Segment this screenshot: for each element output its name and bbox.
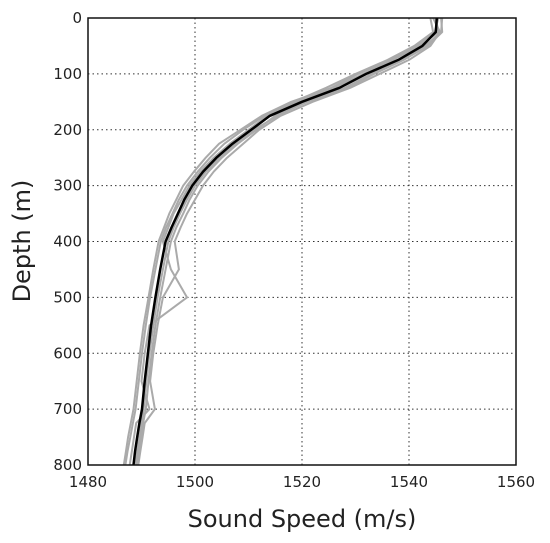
profile-line-4 bbox=[137, 17, 441, 466]
profile-line-5 bbox=[122, 17, 440, 466]
y-tick-label: 300 bbox=[53, 177, 82, 195]
x-tick-label: 1520 bbox=[283, 473, 321, 491]
profile-line-1 bbox=[124, 17, 435, 466]
profile-line-3 bbox=[128, 17, 440, 466]
y-tick-label: 600 bbox=[53, 344, 82, 362]
y-tick-label: 700 bbox=[53, 400, 82, 418]
profile-lines bbox=[122, 17, 444, 466]
y-axis-label: Depth (m) bbox=[8, 180, 36, 303]
y-tick-label: 800 bbox=[53, 456, 82, 474]
y-tick-labels: 0 100 200 300 400 500 600 700 800 bbox=[53, 9, 82, 474]
x-tick-label: 1540 bbox=[390, 473, 428, 491]
x-axis-label: Sound Speed (m/s) bbox=[188, 505, 417, 533]
plot-frame bbox=[87, 17, 517, 466]
y-tick-label: 400 bbox=[53, 233, 82, 251]
y-tick-label: 500 bbox=[53, 288, 82, 306]
y-tick-label: 200 bbox=[53, 121, 82, 139]
x-tick-label: 1560 bbox=[497, 473, 535, 491]
profile-line-6 bbox=[134, 17, 444, 466]
mean-profile-line bbox=[132, 17, 439, 466]
x-tick-label: 1480 bbox=[69, 473, 107, 491]
x-tick-labels: 1480 1500 1520 1540 1560 bbox=[69, 473, 535, 491]
x-tick-label: 1500 bbox=[176, 473, 214, 491]
mean-line-group bbox=[132, 17, 439, 466]
y-tick-label: 0 bbox=[72, 9, 82, 27]
grid bbox=[88, 18, 516, 465]
y-tick-label: 100 bbox=[53, 65, 82, 83]
